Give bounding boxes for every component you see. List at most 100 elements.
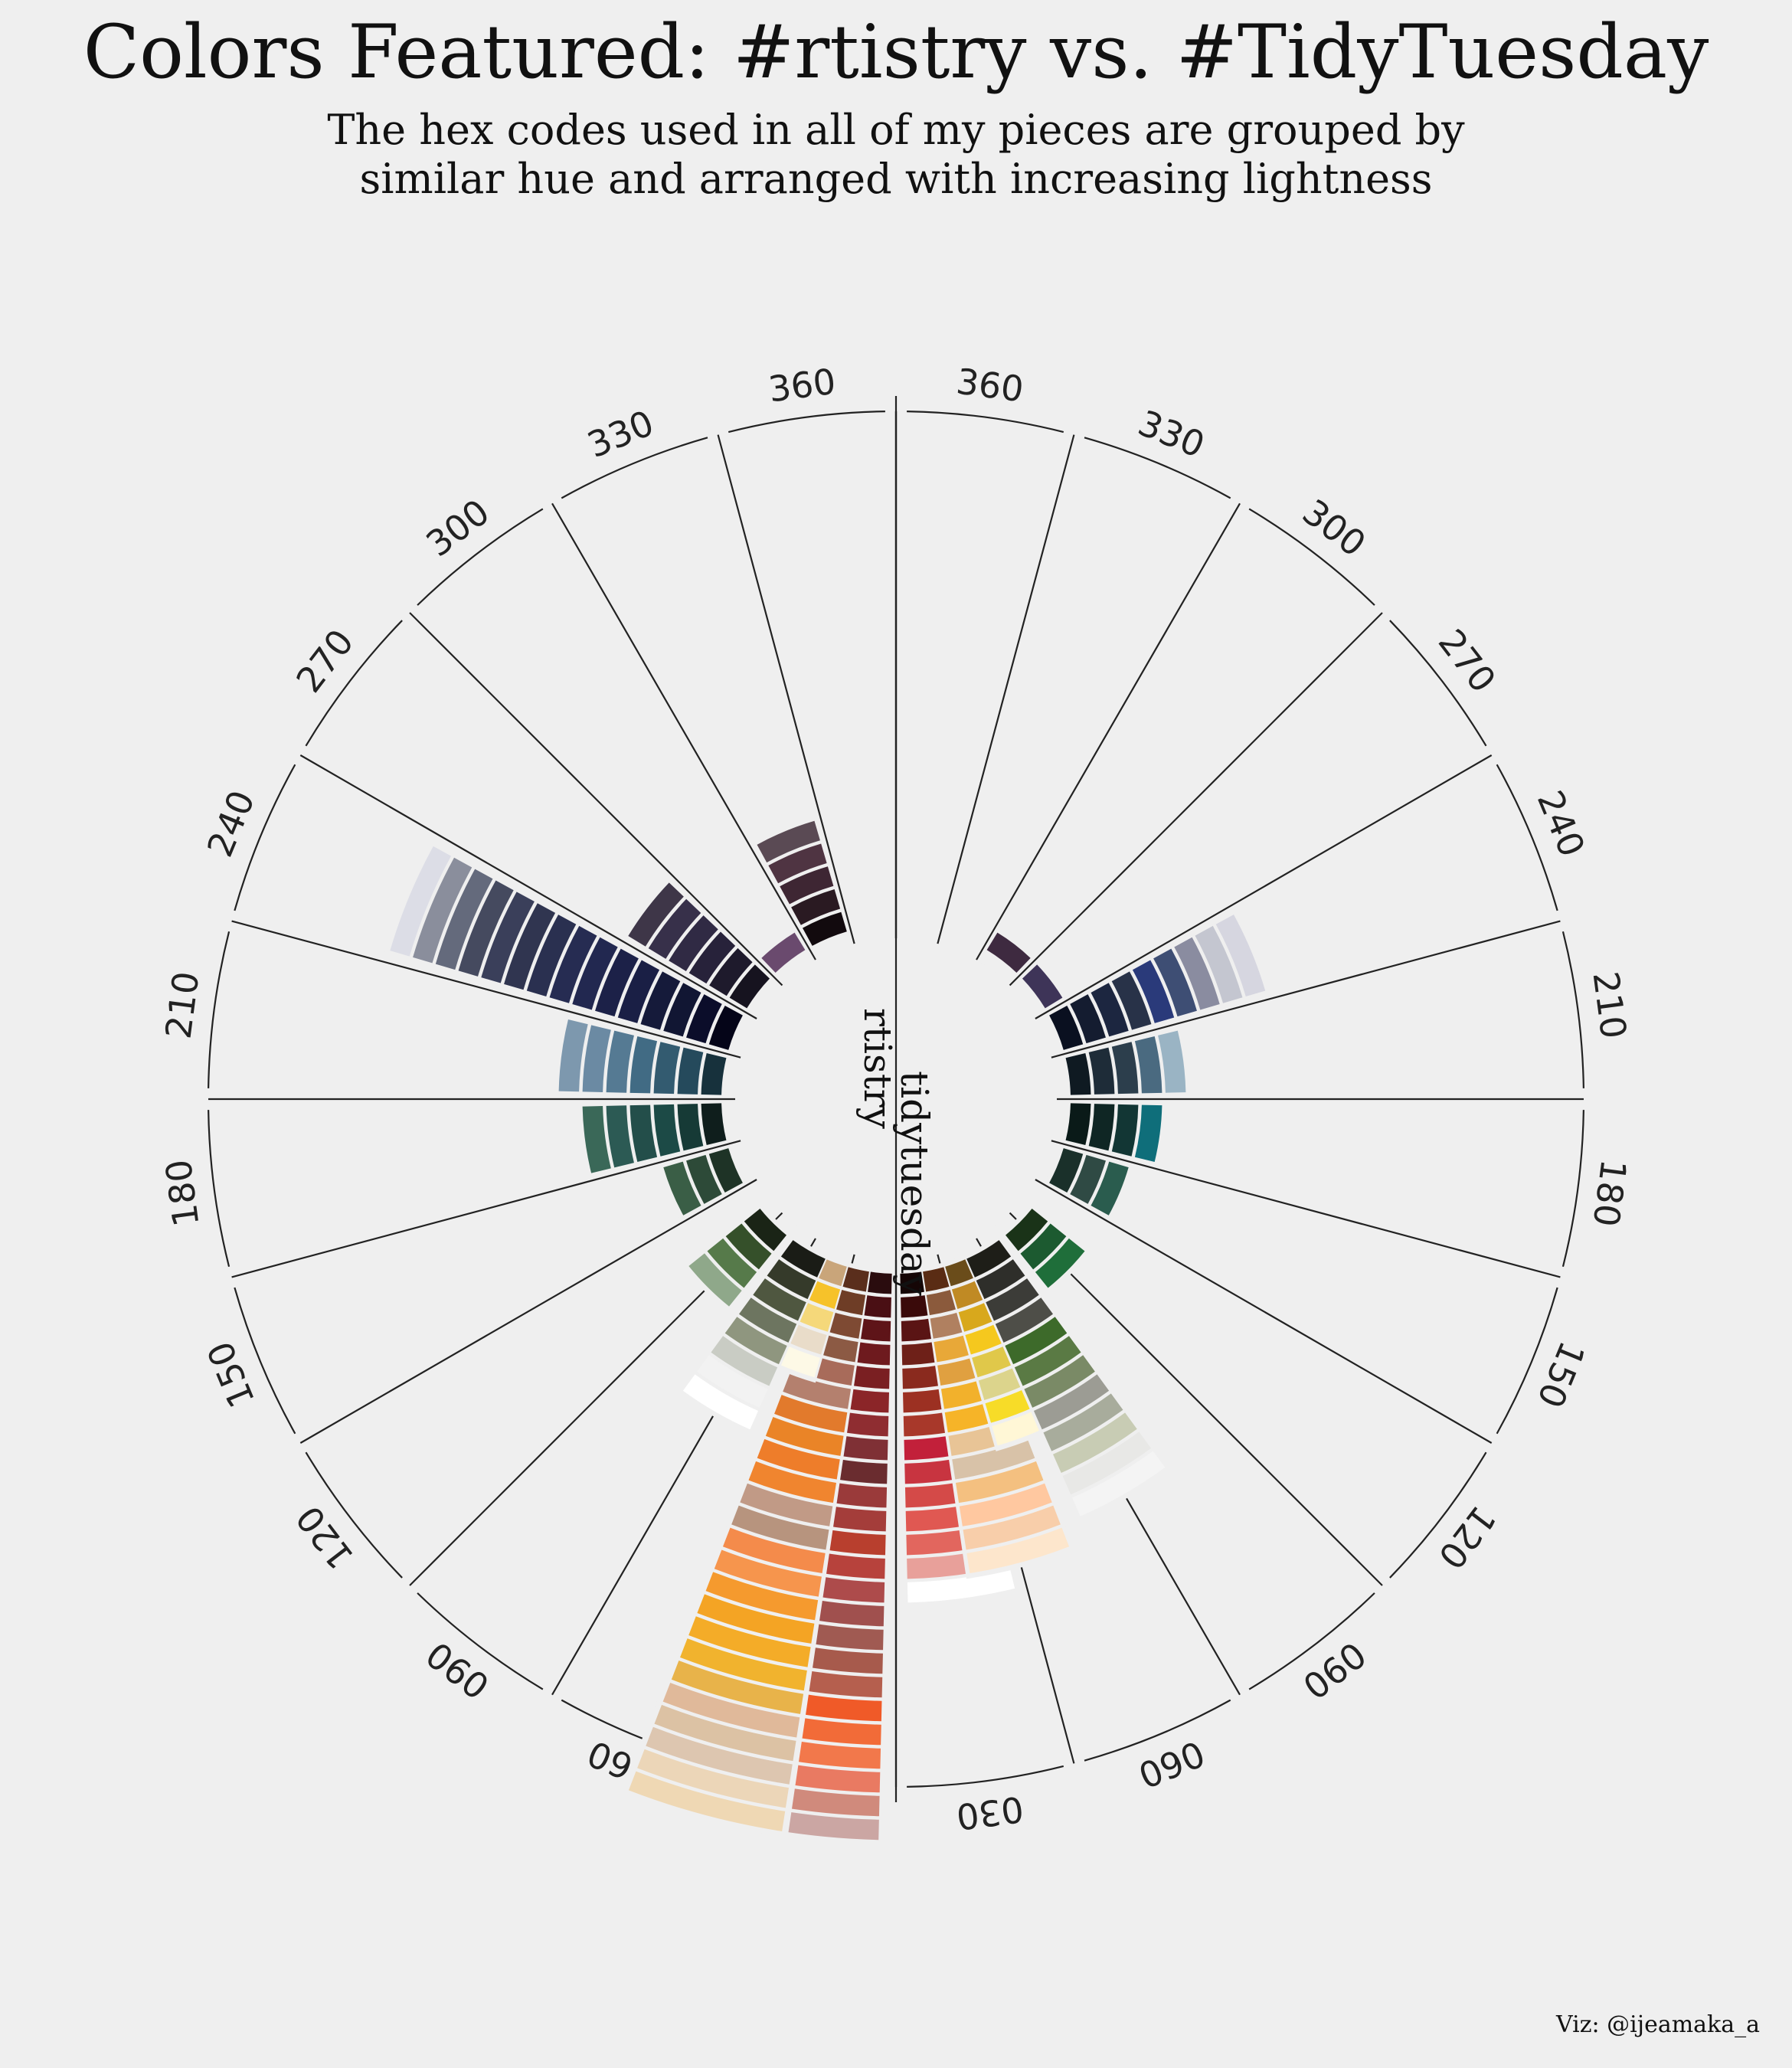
color-segment (662, 1682, 800, 1738)
color-segment (640, 971, 681, 1030)
color-segment (697, 1355, 768, 1408)
grid-spoke (1009, 1212, 1383, 1586)
color-segment (653, 1104, 681, 1157)
color-segment (481, 892, 535, 983)
color-segment (1024, 1355, 1095, 1408)
color-segment (1153, 948, 1197, 1017)
chart-title: Colors Featured: #rtistry vs. #TidyTuesd… (83, 9, 1709, 95)
grid-spoke (551, 502, 816, 960)
color-segment (663, 983, 701, 1037)
color-segment (1134, 1104, 1163, 1163)
color-segment (606, 1030, 634, 1093)
color-segment (686, 994, 722, 1044)
grid-arc (1389, 1451, 1487, 1579)
color-segment (1111, 1042, 1139, 1095)
grid-spoke (231, 920, 741, 1059)
grid-spoke (299, 1179, 757, 1444)
grid-arc (1084, 1699, 1231, 1762)
color-segment (595, 948, 639, 1017)
color-segment (582, 1025, 611, 1092)
grid-spoke (231, 1140, 741, 1278)
color-segment (768, 843, 827, 884)
color-segment (653, 1042, 681, 1095)
color-segment (767, 1259, 816, 1300)
grid-spoke (976, 502, 1241, 960)
grid-arc (208, 1110, 231, 1268)
tick-label: 120 (288, 1498, 361, 1577)
grid-spoke (299, 754, 757, 1019)
color-segment (1043, 1393, 1123, 1451)
color-segment (1111, 1104, 1139, 1157)
tick-label: 270 (288, 621, 361, 700)
color-segment (748, 1461, 836, 1504)
grid-spoke (1035, 1179, 1493, 1444)
tick-label: 060 (1133, 1733, 1211, 1796)
color-segment (701, 1052, 727, 1095)
grid-arc (728, 411, 885, 434)
color-segment (780, 1240, 826, 1278)
color-segment (739, 1297, 797, 1343)
tick-label: 330 (1133, 402, 1211, 466)
color-segment (701, 1103, 727, 1146)
color-segment (688, 931, 736, 984)
color-segment (646, 1726, 793, 1785)
color-segment (1072, 1451, 1166, 1517)
color-segment (722, 1527, 826, 1574)
color-segment (765, 1417, 844, 1456)
grid-arc (907, 1765, 1064, 1788)
tick-label: 210 (1584, 969, 1634, 1041)
color-segment (1091, 983, 1129, 1037)
tick-label: 240 (199, 784, 263, 862)
color-segment (1088, 1104, 1115, 1151)
color-segment (1033, 1374, 1110, 1430)
grid-arc (1248, 508, 1375, 606)
grid-arc (561, 437, 708, 499)
color-segment (976, 1259, 1025, 1300)
color-segment (1195, 925, 1243, 1003)
color-segment (708, 1005, 743, 1050)
color-segment (1006, 1209, 1048, 1252)
color-segment (390, 846, 452, 957)
color-segment (1053, 1412, 1137, 1473)
grid-spoke (717, 434, 855, 944)
grid-arc (1389, 620, 1487, 747)
color-segment (714, 1549, 822, 1597)
color-segment (774, 1395, 848, 1433)
color-segment (1049, 1005, 1084, 1050)
color-segment (724, 1317, 787, 1365)
color-segment (1215, 915, 1266, 997)
color-segment (1035, 1238, 1085, 1288)
color-segment (680, 1638, 807, 1691)
color-segment (709, 947, 753, 996)
color-segment (952, 1438, 1035, 1480)
grid-arc (417, 1592, 544, 1690)
color-segment (1134, 1036, 1163, 1094)
series-label-tidytuesday: tidytuesday (892, 1071, 937, 1297)
subtitle-line-1: The hex codes used in all of my pieces a… (327, 106, 1465, 154)
color-segment (1174, 937, 1220, 1010)
color-segment (677, 1047, 704, 1095)
color-segment (986, 932, 1031, 973)
color-segment (435, 869, 493, 970)
color-segment (963, 1505, 1061, 1550)
color-segment (686, 1154, 722, 1204)
color-segment (1065, 1103, 1091, 1146)
color-segment (654, 1704, 796, 1762)
color-segment (966, 1240, 1012, 1278)
color-segment (729, 964, 770, 1009)
color-segment (705, 1572, 819, 1621)
tick-label: 360 (954, 361, 1026, 411)
color-segment (1091, 1161, 1129, 1216)
grid-arc (1561, 1110, 1584, 1268)
grid-arc (305, 620, 403, 747)
tick-label: 150 (199, 1336, 263, 1414)
color-segment (725, 1223, 772, 1270)
tick-label: 120 (1431, 1498, 1504, 1577)
color-segment (783, 1373, 852, 1409)
color-segment (671, 1661, 804, 1714)
color-segment (711, 1336, 778, 1386)
grid-arc (208, 931, 231, 1088)
tick-label: 270 (1431, 621, 1504, 700)
